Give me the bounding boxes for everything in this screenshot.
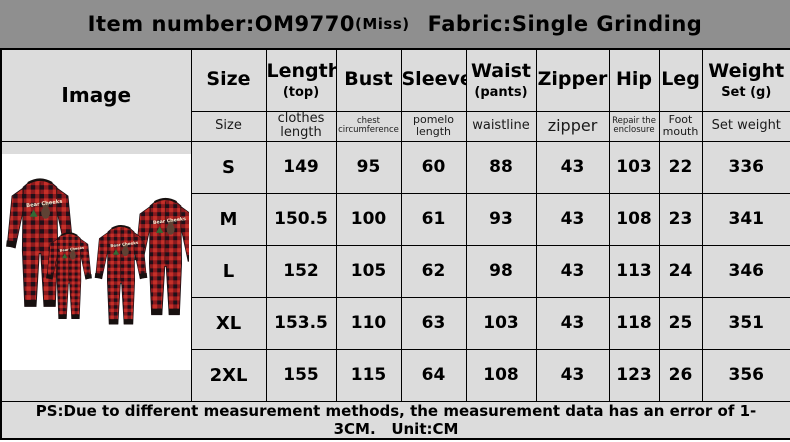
fabric-value: Single Grinding [511,12,703,36]
cell-length: 149 [265,140,337,194]
col-header-zipper: Zipper [535,48,610,112]
cell-size: L [190,244,267,298]
cell-leg: 24 [658,244,703,298]
footer-row: PS:Due to different measurement methods,… [0,400,790,439]
cell-sleeve: 64 [400,348,467,402]
subheader-size: Size [190,110,267,142]
col-header-sleeve: Sleeve [400,48,467,112]
cell-length: 153.5 [265,296,337,350]
cell-sleeve: 61 [400,192,467,246]
fabric-label: Fabric: [427,12,512,36]
cell-bust: 110 [335,296,402,350]
cell-hip: 113 [608,244,660,298]
cell-leg: 26 [658,348,703,402]
cell-size: M [190,192,267,246]
table-row-m: M 150.5 100 61 93 43 108 23 341 [1,192,790,246]
col-header-weight: Weight Set (g) [701,48,790,112]
pajama-family-illustration: Bear Cheeks [2,153,189,370]
cell-bust: 105 [335,244,402,298]
title-bar: Item number: OM9770 (Miss) Fabric: Singl… [0,0,790,48]
cell-hip: 118 [608,296,660,350]
cell-hip: 108 [608,192,660,246]
cell-bust: 115 [335,348,402,402]
cell-waist: 98 [465,244,537,298]
cell-weight: 346 [701,244,790,298]
cell-hip: 103 [608,140,660,194]
col-header-size: Size [190,48,267,112]
cell-weight: 341 [701,192,790,246]
cell-weight: 336 [701,140,790,194]
item-number-label: Item number: [87,12,255,36]
subheader-pomelo-length: pomelo length [400,110,467,142]
cell-weight: 351 [701,296,790,350]
col-header-bust: Bust [335,48,402,112]
col-header-hip: Hip [608,48,660,112]
cell-size: XL [190,296,267,350]
subheader-row: Size clothes length chest circumference … [1,110,790,142]
table-row-s: Bear Cheeks S 149 95 60 88 [0,140,790,402]
cell-zipper: 43 [535,296,610,350]
product-photo-cell: Bear Cheeks [0,140,192,402]
cell-sleeve: 60 [400,140,467,194]
col-header-waist: Waist (pants) [465,48,537,112]
item-variant: (Miss) [354,15,410,33]
table-row-xl: XL 153.5 110 63 103 43 118 25 351 [1,296,790,350]
subheader-foot-mouth: Foot mouth [658,110,703,142]
cell-waist: 93 [465,192,537,246]
cell-leg: 22 [658,140,703,194]
cell-zipper: 43 [535,140,610,194]
col-header-leg: Leg [658,48,703,112]
cell-bust: 95 [335,140,402,194]
col-header-length: Length (top) [265,48,337,112]
cell-length: 152 [265,244,337,298]
cell-length: 155 [265,348,337,402]
subheader-set-weight: Set weight [701,110,790,142]
measurement-note: PS:Due to different measurement methods,… [0,400,790,439]
item-number-value: OM9770 [254,12,355,36]
subheader-zipper: zipper [535,110,610,142]
subheader-repair-enclosure: Repair the enclosure [608,110,660,142]
product-photo: Bear Cheeks [2,153,190,370]
cell-waist: 103 [465,296,537,350]
cell-weight: 356 [701,348,790,402]
table-row-2xl: 2XL 155 115 64 108 43 123 26 356 [1,348,790,402]
subheader-chest-circumference: chest circumference [335,110,402,142]
subheader-clothes-length: clothes length [265,110,337,142]
cell-size: S [190,140,267,194]
cell-zipper: 43 [535,192,610,246]
cell-bust: 100 [335,192,402,246]
cell-length: 150.5 [265,192,337,246]
subheader-waistline: waistline [465,110,537,142]
cell-waist: 88 [465,140,537,194]
cell-hip: 123 [608,348,660,402]
cell-sleeve: 62 [400,244,467,298]
image-column-header: Image [0,48,192,142]
cell-zipper: 43 [535,244,610,298]
size-table: Image Size Length (top) Bust Sleeve Waist… [0,48,790,440]
cell-zipper: 43 [535,348,610,402]
cell-size: 2XL [190,348,267,402]
header-row: Image Size Length (top) Bust Sleeve Waist… [0,48,790,142]
cell-leg: 23 [658,192,703,246]
cell-sleeve: 63 [400,296,467,350]
cell-waist: 108 [465,348,537,402]
cell-leg: 25 [658,296,703,350]
